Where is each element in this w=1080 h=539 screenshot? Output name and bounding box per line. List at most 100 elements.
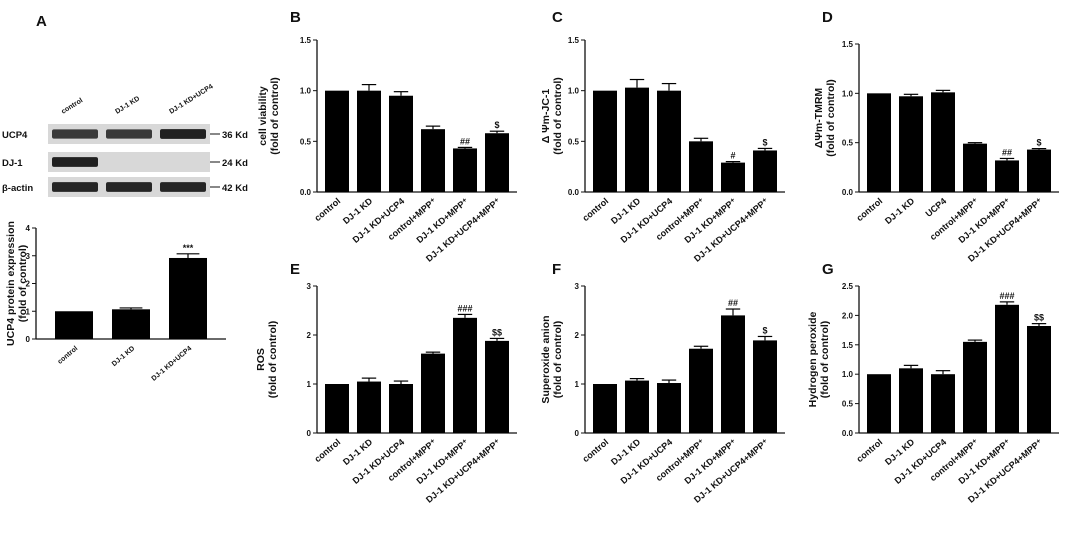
y-axis-label: (fold of control) <box>552 321 564 399</box>
y-tick-label: 1.0 <box>300 87 312 96</box>
x-category-label: control <box>854 196 884 223</box>
significance-label: *** <box>183 243 194 253</box>
bar <box>657 383 681 433</box>
bar <box>625 87 649 192</box>
bar <box>55 311 93 339</box>
y-tick-label: 1.0 <box>568 87 580 96</box>
bar <box>931 374 955 433</box>
significance-label: $ <box>494 120 499 130</box>
blot-band <box>52 157 98 167</box>
bar <box>625 380 649 433</box>
bar <box>357 90 381 192</box>
panel-letter-c: C <box>552 9 563 26</box>
y-axis-label: UCP4 protein expression <box>5 221 17 346</box>
bar <box>931 92 955 192</box>
bar <box>721 162 745 192</box>
bar <box>593 384 617 433</box>
y-tick-label: 2 <box>575 331 580 340</box>
blot-kd-label: 42 Kd <box>222 183 248 194</box>
bar <box>453 317 477 433</box>
x-category-label: control <box>312 437 342 464</box>
panel-letter-g: G <box>822 261 834 278</box>
y-tick-label: 1.0 <box>842 89 854 98</box>
y-tick-label: 4 <box>26 224 31 233</box>
blot-kd-label: 24 Kd <box>222 158 248 169</box>
bar <box>867 374 891 433</box>
bar <box>963 143 987 192</box>
y-tick-label: 0 <box>26 335 31 344</box>
bar <box>867 93 891 192</box>
y-axis-label: (fold of control) <box>819 321 831 399</box>
blot-row-label: DJ-1 <box>2 158 23 169</box>
bar <box>753 340 777 433</box>
x-category-label: control <box>57 345 80 366</box>
blot-kd-label: 36 Kd <box>222 130 248 141</box>
blot-strip <box>48 152 210 172</box>
chart-B: B 0.0 0.5 1.0 1.5 cell viability (fold of cont… <box>257 9 517 264</box>
y-axis-label: Superoxide anion <box>540 315 552 403</box>
y-tick-label: 3 <box>307 282 312 291</box>
x-category-label: control <box>580 437 610 464</box>
bar <box>112 309 150 339</box>
blot-lane-label: DJ-1 KD+UCP4 <box>168 83 214 115</box>
blot-band <box>106 182 152 192</box>
y-tick-label: 1.0 <box>842 370 854 379</box>
bar <box>1027 325 1051 433</box>
x-category-label: control <box>854 437 884 464</box>
y-axis-label: cell viability <box>257 86 269 146</box>
panel-letter-f: F <box>552 261 561 278</box>
y-tick-label: 0.5 <box>568 137 580 146</box>
x-category-label: UCP4 <box>923 196 948 219</box>
y-axis-label: (fold of control) <box>267 321 279 399</box>
panel-letter-a: A <box>36 13 47 30</box>
blot-row-label: β-actin <box>2 183 33 194</box>
y-tick-label: 1 <box>307 380 312 389</box>
bar <box>325 384 349 433</box>
y-tick-label: 0 <box>307 429 312 438</box>
x-category-label: DJ-1 KD <box>111 345 136 368</box>
chart-D: D 0.0 0.5 1.0 1.5 ΔΨm-TMRM (fold of control) co… <box>813 9 1059 264</box>
x-category-label: DJ-1 KD <box>883 196 917 226</box>
y-tick-label: 2 <box>307 331 312 340</box>
bar <box>593 90 617 192</box>
significance-label: ## <box>728 298 738 308</box>
y-tick-label: 2 <box>26 280 31 289</box>
y-tick-label: 1.5 <box>568 36 580 45</box>
y-tick-label: 1.5 <box>842 341 854 350</box>
blot-band <box>106 129 152 139</box>
panel-letter-d: D <box>822 9 833 26</box>
blot-lane-label: DJ-1 KD <box>114 95 141 115</box>
y-tick-label: 0 <box>575 429 580 438</box>
bar <box>1027 149 1051 192</box>
x-category-label: DJ-1 KD+UCP4 <box>150 345 193 383</box>
y-axis-label: ROS <box>255 348 267 371</box>
blot-lane-label: control <box>60 97 84 116</box>
x-category-label: control <box>312 196 342 223</box>
y-tick-label: 3 <box>575 282 580 291</box>
blot-band <box>160 182 206 192</box>
bar <box>485 340 509 433</box>
bar <box>325 90 349 192</box>
bar <box>657 90 681 192</box>
y-axis-label: Δ Ψm-JC-1 <box>540 89 552 144</box>
bar <box>753 150 777 192</box>
y-tick-label: 1 <box>26 307 31 316</box>
x-category-label: control <box>580 196 610 223</box>
blot-row-label: UCP4 <box>2 130 28 141</box>
bar <box>899 96 923 192</box>
bar <box>995 304 1019 433</box>
significance-label: $ <box>1036 138 1041 148</box>
y-tick-label: 0.0 <box>842 188 854 197</box>
bar <box>389 384 413 433</box>
chart-a-quant: 0 1 2 3 4 UCP4 protein expression (fold of con… <box>5 221 226 383</box>
panel-letter-e: E <box>290 261 300 278</box>
bar <box>169 257 207 339</box>
bar <box>963 341 987 433</box>
y-tick-label: 1 <box>575 380 580 389</box>
y-tick-label: 2.5 <box>842 282 854 291</box>
y-tick-label: 0.0 <box>300 188 312 197</box>
y-tick-label: 0.0 <box>568 188 580 197</box>
bar <box>689 348 713 433</box>
